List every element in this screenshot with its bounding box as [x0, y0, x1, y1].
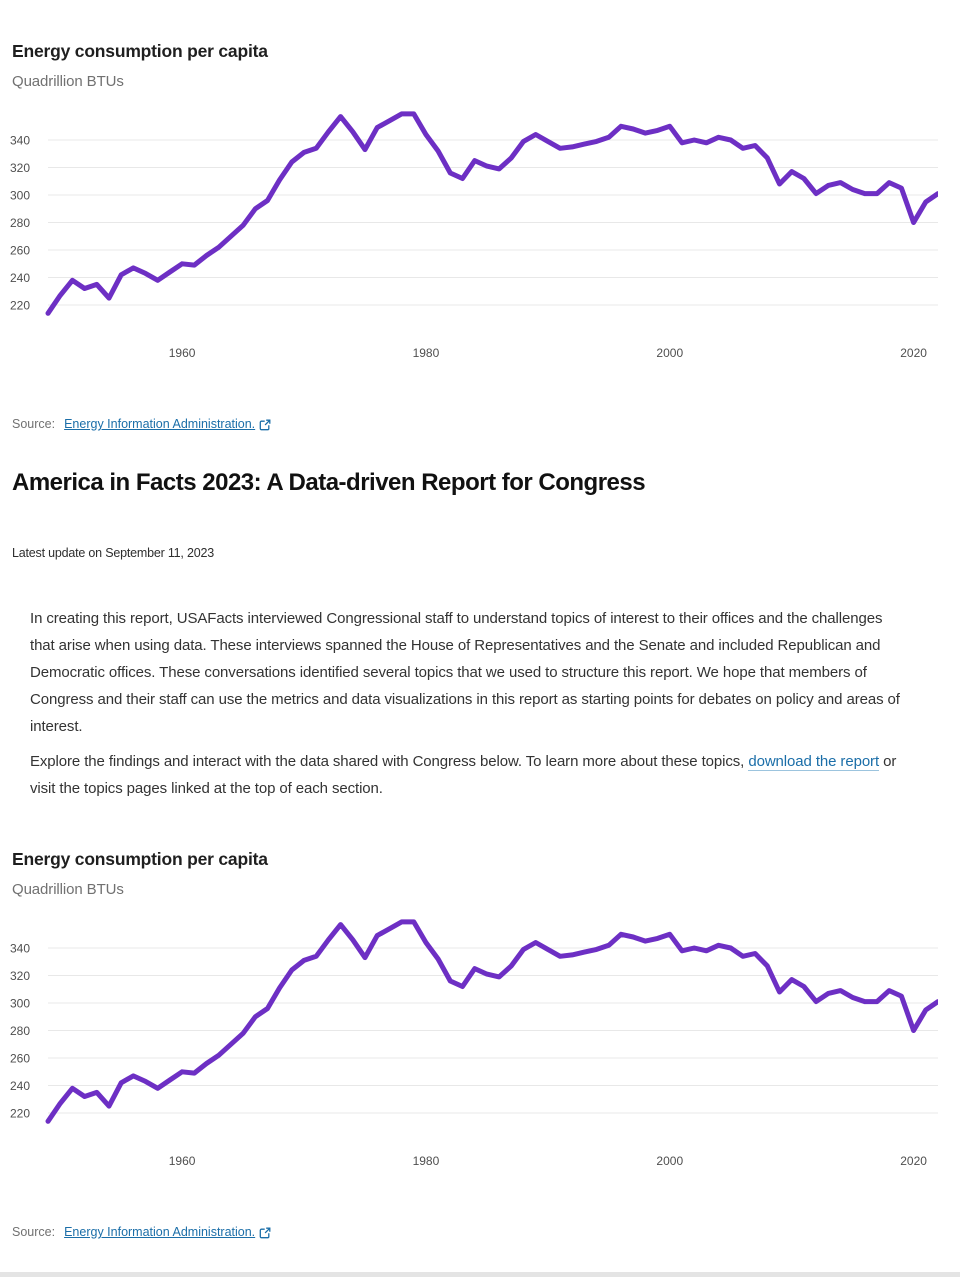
download-report-link[interactable]: download the report [748, 753, 880, 771]
energy-line-chart[interactable]: 220 240 260 280 300 320 340 1960 1980 2000 2020 [0, 100, 938, 365]
x-tick-label: 2020 [900, 346, 927, 360]
energy-consumption-line [45, 919, 938, 1124]
x-tick-label: 1960 [169, 346, 196, 360]
x-tick-label: 1980 [413, 1154, 440, 1168]
y-tick-label: 220 [10, 299, 30, 313]
y-tick-label: 240 [10, 271, 30, 285]
last-updated: Latest update on September 11, 2023 [12, 546, 214, 560]
source-link[interactable]: Energy Information Administration. [64, 416, 271, 433]
chart-title: Energy consumption per capita [12, 849, 268, 869]
y-tick-label: 260 [10, 244, 30, 258]
external-link-icon [259, 419, 271, 430]
energy-chart-section-top: Energy consumption per capita Quadrillio… [0, 41, 960, 433]
y-tick-label: 320 [10, 161, 30, 175]
y-tick-label: 340 [10, 134, 30, 148]
chart-source-row: Source: Energy Information Administratio… [12, 1224, 960, 1241]
intro-p2-before: Explore the findings and interact with t… [30, 753, 749, 770]
y-tick-label: 300 [10, 189, 30, 203]
y-tick-label: 260 [10, 1052, 30, 1066]
source-label: Source: [12, 417, 56, 431]
chart-subtitle: Quadrillion BTUs [12, 73, 124, 90]
source-link-text: Energy Information Administration. [64, 417, 256, 431]
chart-subtitle: Quadrillion BTUs [12, 881, 124, 898]
y-tick-label: 320 [10, 969, 30, 983]
intro-p2-after: or visit the topics pages linked at the … [30, 753, 897, 797]
x-tick-label: 2000 [656, 346, 683, 360]
y-tick-label: 340 [10, 942, 30, 956]
chart-title: Energy consumption per capita [12, 41, 268, 61]
chart-source-row: Source: Energy Information Administratio… [12, 416, 960, 433]
x-tick-label: 1980 [413, 346, 440, 360]
y-tick-label: 220 [10, 1107, 30, 1121]
intro-paragraph-1: In creating this report, USAFacts interv… [30, 610, 900, 735]
y-tick-label: 240 [10, 1079, 30, 1093]
y-tick-label: 280 [10, 216, 30, 230]
x-tick-label: 2020 [900, 1154, 927, 1168]
energy-chart-section-bottom: Energy consumption per capita Quadrillio… [0, 849, 960, 1241]
intro-text: In creating this report, USAFacts interv… [30, 605, 910, 802]
source-link[interactable]: Energy Information Administration. [64, 1224, 271, 1241]
intro-paragraph-2: Explore the findings and interact with t… [30, 748, 910, 802]
footer-top-border [0, 1272, 960, 1277]
source-link-text: Energy Information Administration. [64, 1225, 256, 1239]
source-label: Source: [12, 1225, 56, 1239]
external-link-icon [259, 1227, 271, 1238]
x-tick-label: 1960 [169, 1154, 196, 1168]
y-tick-label: 300 [10, 997, 30, 1011]
x-tick-label: 2000 [656, 1154, 683, 1168]
energy-consumption-line [45, 111, 938, 316]
page-title: America in Facts 2023: A Data-driven Rep… [12, 469, 646, 496]
energy-line-chart[interactable]: 220 240 260 280 300 320 340 1960 1980 2000 2020 [0, 908, 938, 1173]
y-tick-label: 280 [10, 1024, 30, 1038]
